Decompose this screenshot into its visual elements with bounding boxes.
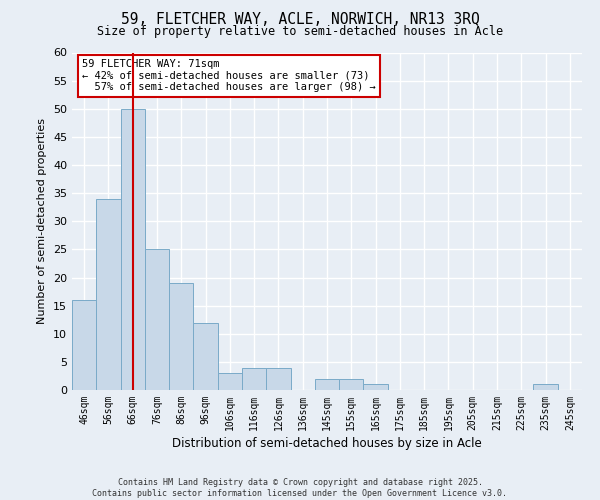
- Bar: [315, 379, 339, 390]
- Text: Size of property relative to semi-detached houses in Acle: Size of property relative to semi-detach…: [97, 25, 503, 38]
- Bar: [218, 373, 242, 390]
- Bar: [533, 384, 558, 390]
- Y-axis label: Number of semi-detached properties: Number of semi-detached properties: [37, 118, 47, 324]
- Text: 59 FLETCHER WAY: 71sqm
← 42% of semi-detached houses are smaller (73)
  57% of s: 59 FLETCHER WAY: 71sqm ← 42% of semi-det…: [82, 59, 376, 92]
- Bar: [72, 300, 96, 390]
- Bar: [339, 379, 364, 390]
- Bar: [266, 368, 290, 390]
- Bar: [364, 384, 388, 390]
- Bar: [169, 283, 193, 390]
- Text: Contains HM Land Registry data © Crown copyright and database right 2025.
Contai: Contains HM Land Registry data © Crown c…: [92, 478, 508, 498]
- Bar: [242, 368, 266, 390]
- Bar: [121, 109, 145, 390]
- Bar: [96, 198, 121, 390]
- X-axis label: Distribution of semi-detached houses by size in Acle: Distribution of semi-detached houses by …: [172, 437, 482, 450]
- Bar: [193, 322, 218, 390]
- Bar: [145, 250, 169, 390]
- Text: 59, FLETCHER WAY, ACLE, NORWICH, NR13 3RQ: 59, FLETCHER WAY, ACLE, NORWICH, NR13 3R…: [121, 12, 479, 28]
